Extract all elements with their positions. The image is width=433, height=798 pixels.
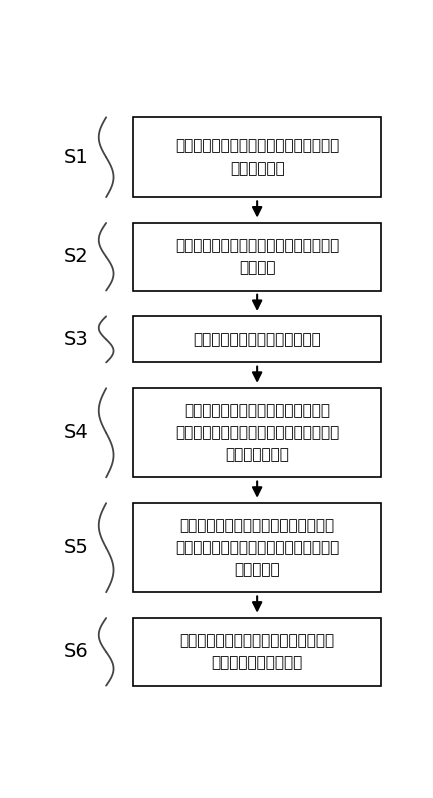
Text: S3: S3 [64, 330, 88, 349]
Text: 在所述细胞液中注入所述表面活性剂
之后，采用光镊将所述颗粒导入所述细胞
液中细胞的内部: 在所述细胞液中注入所述表面活性剂 之后，采用光镊将所述颗粒导入所述细胞 液中细胞… [175, 403, 339, 463]
FancyBboxPatch shape [133, 504, 381, 592]
Text: 提供热梯度产生层，在所述热梯度产生层
上设置细胞液: 提供热梯度产生层，在所述热梯度产生层 上设置细胞液 [175, 139, 339, 176]
Text: 在所述颗粒移动至指定区域后，对所述
细胞进行拉曼光谱检测: 在所述颗粒移动至指定区域后，对所述 细胞进行拉曼光谱检测 [180, 634, 335, 670]
Text: S4: S4 [64, 423, 88, 442]
FancyBboxPatch shape [133, 389, 381, 477]
FancyBboxPatch shape [133, 618, 381, 685]
FancyBboxPatch shape [133, 316, 381, 362]
Text: S2: S2 [64, 247, 88, 267]
Text: S1: S1 [64, 148, 88, 167]
Text: S5: S5 [64, 538, 88, 557]
Text: 在所述细胞液中注入表面活性剂: 在所述细胞液中注入表面活性剂 [193, 332, 321, 347]
Text: 将所述颗粒导入所述细胞的内部之后，
通过光镊控制所述颗粒在所述细胞内移动
至指定区域: 将所述颗粒导入所述细胞的内部之后， 通过光镊控制所述颗粒在所述细胞内移动 至指定… [175, 518, 339, 578]
Text: 在所述细胞液中注入能够激发表面等离激
元的颗粒: 在所述细胞液中注入能够激发表面等离激 元的颗粒 [175, 238, 339, 275]
FancyBboxPatch shape [133, 117, 381, 197]
FancyBboxPatch shape [133, 223, 381, 290]
Text: S6: S6 [64, 642, 88, 662]
